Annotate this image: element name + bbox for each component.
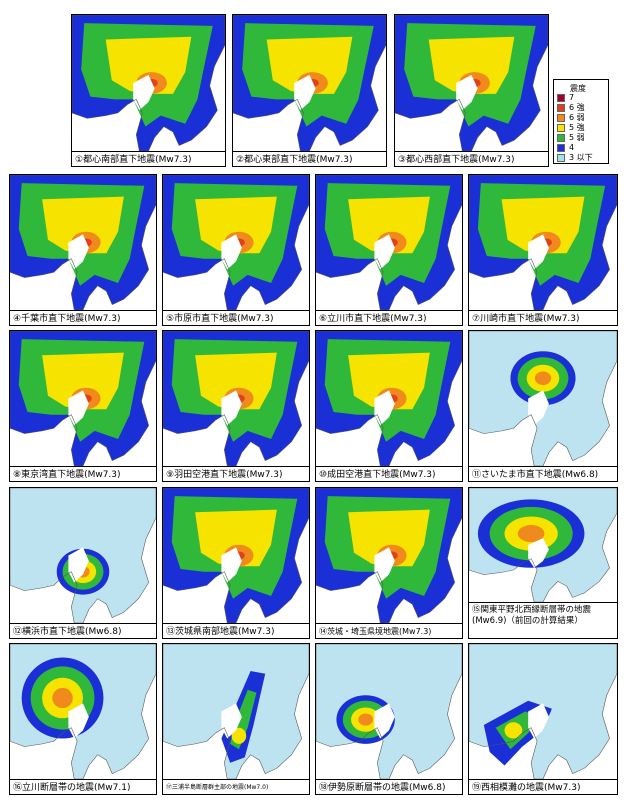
intensity-map bbox=[10, 175, 156, 310]
panel-caption: ②都心東部直下地震(Mw7.3) bbox=[233, 151, 386, 166]
map-panel-4: ④千葉市直下地震(Mw7.3) bbox=[9, 174, 157, 326]
legend-item-6-lower: 6 弱 bbox=[557, 113, 609, 123]
map-panel-1: ①都心南部直下地震(Mw7.3) bbox=[71, 14, 226, 167]
intensity-map bbox=[469, 175, 617, 310]
map-panel-18: ⑱伊勢原断層帯の地震(Mw6.8) bbox=[315, 643, 463, 795]
panel-caption: ④千葉市直下地震(Mw7.3) bbox=[10, 310, 156, 325]
intensity-map bbox=[395, 15, 548, 151]
legend-label: 6 強 bbox=[569, 103, 585, 112]
intensity-map bbox=[10, 488, 156, 623]
map-panel-6: ⑥立川市直下地震(Mw7.3) bbox=[315, 174, 463, 326]
map-panel-12: ⑫横浜市直下地震(Mw6.8) bbox=[9, 487, 157, 639]
panel-caption: ⑤市原市直下地震(Mw7.3) bbox=[163, 310, 309, 325]
map-panel-17: ⑰三浦半島断層群主部の地震(Mw7.0) bbox=[162, 643, 310, 795]
legend-swatch bbox=[557, 104, 565, 112]
panel-caption: ①都心南部直下地震(Mw7.3) bbox=[72, 151, 225, 166]
panel-caption: ⑨羽田空港直下地震(Mw7.3) bbox=[163, 466, 309, 481]
legend-swatch bbox=[557, 154, 565, 162]
intensity-map bbox=[469, 331, 617, 466]
panel-caption: ⑯立川断層帯の地震(Mw7.1) bbox=[10, 779, 156, 794]
panel-caption: ⑬茨城県南部地震(Mw7.3) bbox=[163, 623, 309, 638]
map-panel-9: ⑨羽田空港直下地震(Mw7.3) bbox=[162, 330, 310, 482]
panel-caption: ⑰三浦半島断層群主部の地震(Mw7.0) bbox=[163, 779, 309, 794]
legend-label: 5 弱 bbox=[569, 133, 585, 142]
panel-caption: ⑩成田空港直下地震(Mw7.3) bbox=[316, 466, 462, 481]
legend-item-3-or-less: 3 以下 bbox=[557, 153, 609, 163]
legend-item-6-upper: 6 強 bbox=[557, 103, 609, 113]
map-panel-10: ⑩成田空港直下地震(Mw7.3) bbox=[315, 330, 463, 482]
intensity-map bbox=[163, 331, 309, 466]
legend-item-7: 7 bbox=[557, 93, 609, 103]
seismic-intensity-legend: 震度 7 6 強 6 弱 5 強 5 弱 4 3 以下 bbox=[553, 79, 609, 164]
legend-item-5-lower: 5 弱 bbox=[557, 133, 609, 143]
intensity-map bbox=[469, 644, 617, 779]
legend-title: 震度 bbox=[570, 84, 586, 93]
legend-label: 6 弱 bbox=[569, 113, 585, 122]
map-panel-15: ⑮関東平野北西縁断層帯の地震(Mw6.9)（前回の計算結果） bbox=[468, 487, 618, 639]
map-panel-2: ②都心東部直下地震(Mw7.3) bbox=[232, 14, 387, 167]
intensity-map bbox=[163, 175, 309, 310]
intensity-map bbox=[233, 15, 386, 151]
panel-caption: ⑪さいたま市直下地震(Mw6.8) bbox=[469, 466, 617, 481]
intensity-map bbox=[316, 644, 462, 779]
map-panel-8: ⑧東京湾直下地震(Mw7.3) bbox=[9, 330, 157, 482]
legend-item-4: 4 bbox=[557, 143, 609, 153]
intensity-map bbox=[10, 644, 156, 779]
panel-caption: ⑦川崎市直下地震(Mw7.3) bbox=[469, 310, 617, 325]
intensity-map bbox=[72, 15, 225, 151]
panel-caption: ③都心西部直下地震(Mw7.3) bbox=[395, 151, 548, 166]
map-panel-7: ⑦川崎市直下地震(Mw7.3) bbox=[468, 174, 618, 326]
map-panel-13: ⑬茨城県南部地震(Mw7.3) bbox=[162, 487, 310, 639]
map-panel-3: ③都心西部直下地震(Mw7.3) bbox=[394, 14, 549, 167]
map-panel-11: ⑪さいたま市直下地震(Mw6.8) bbox=[468, 330, 618, 482]
intensity-map bbox=[163, 488, 309, 623]
intensity-map bbox=[469, 488, 617, 602]
legend-label: 7 bbox=[569, 93, 575, 102]
map-panel-19: ⑲西相模灘の地震(Mw7.3) bbox=[468, 643, 618, 795]
panel-caption: ⑧東京湾直下地震(Mw7.3) bbox=[10, 466, 156, 481]
map-panel-5: ⑤市原市直下地震(Mw7.3) bbox=[162, 174, 310, 326]
map-panel-16: ⑯立川断層帯の地震(Mw7.1) bbox=[9, 643, 157, 795]
intensity-map bbox=[163, 644, 309, 779]
legend-label: 4 bbox=[569, 143, 575, 152]
intensity-map bbox=[316, 175, 462, 310]
intensity-map bbox=[316, 331, 462, 466]
panel-caption: ⑱伊勢原断層帯の地震(Mw6.8) bbox=[316, 779, 462, 794]
panel-caption: ⑮関東平野北西縁断層帯の地震(Mw6.9)（前回の計算結果） bbox=[469, 602, 617, 638]
legend-swatch bbox=[557, 134, 565, 142]
legend-swatch bbox=[557, 124, 565, 132]
map-panel-14: ⑭茨城・埼玉県境地震(Mw7.3) bbox=[315, 487, 463, 639]
legend-swatch bbox=[557, 114, 565, 122]
intensity-map bbox=[316, 488, 462, 623]
legend-swatch bbox=[557, 144, 565, 152]
panel-caption: ⑲西相模灘の地震(Mw7.3) bbox=[469, 779, 617, 794]
legend-label: 5 強 bbox=[569, 123, 585, 132]
panel-caption: ⑭茨城・埼玉県境地震(Mw7.3) bbox=[316, 623, 462, 638]
legend-label: 3 以下 bbox=[569, 153, 593, 162]
panel-caption: ⑫横浜市直下地震(Mw6.8) bbox=[10, 623, 156, 638]
legend-item-5-upper: 5 強 bbox=[557, 123, 609, 133]
legend-swatch bbox=[557, 94, 565, 102]
panel-caption: ⑥立川市直下地震(Mw7.3) bbox=[316, 310, 462, 325]
intensity-map bbox=[10, 331, 156, 466]
